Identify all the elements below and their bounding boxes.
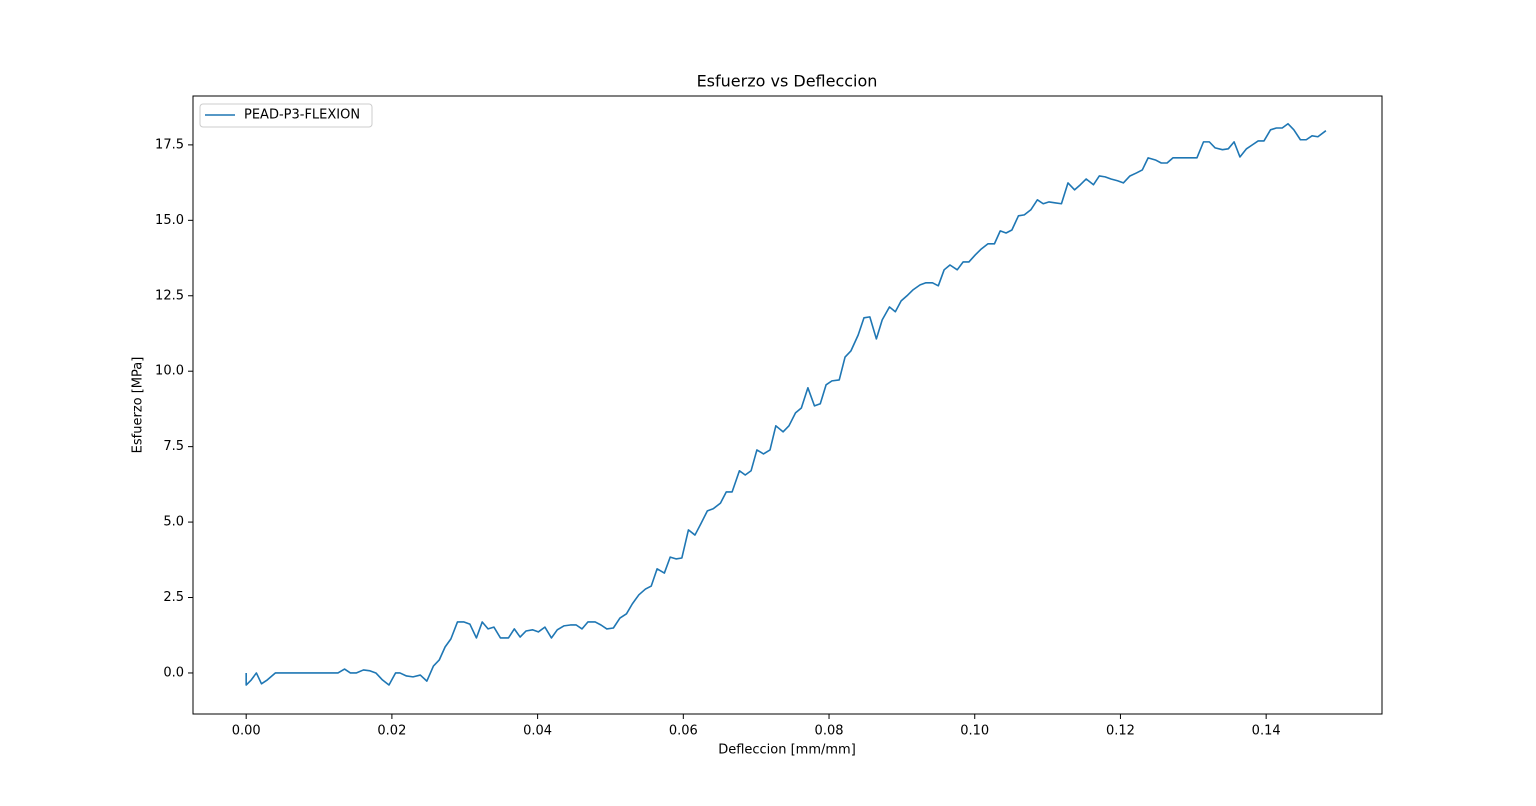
y-axis-label: Esfuerzo [MPa] (131, 357, 146, 454)
x-tick-label: 0.00 (232, 724, 261, 739)
y-tick-label: 5.0 (163, 515, 184, 530)
y-tick-label: 7.5 (163, 439, 184, 454)
chart-title: Esfuerzo vs Defleccion (697, 72, 878, 91)
y-tick-label: 15.0 (155, 213, 184, 228)
x-tick-label: 0.14 (1252, 724, 1281, 739)
legend-label: PEAD-P3-FLEXION (244, 108, 360, 123)
x-tick-label: 0.12 (1106, 724, 1135, 739)
legend-box (199, 103, 373, 128)
data-line (245, 122, 1327, 686)
y-tick-label: 0.0 (163, 665, 184, 680)
x-axis-label: Defleccion [mm/mm] (718, 743, 856, 758)
y-tick-label: 17.5 (155, 137, 184, 152)
x-tick-label: 0.02 (377, 724, 406, 739)
x-tick-label: 0.04 (523, 724, 552, 739)
y-tick-label: 10.0 (155, 364, 184, 379)
x-tick-label: 0.08 (815, 724, 844, 739)
x-tick-label: 0.06 (669, 724, 698, 739)
axes-frame (192, 95, 1383, 715)
y-tick-label: 2.5 (163, 590, 184, 605)
y-tick-label: 12.5 (155, 288, 184, 303)
x-tick-label: 0.10 (960, 724, 989, 739)
